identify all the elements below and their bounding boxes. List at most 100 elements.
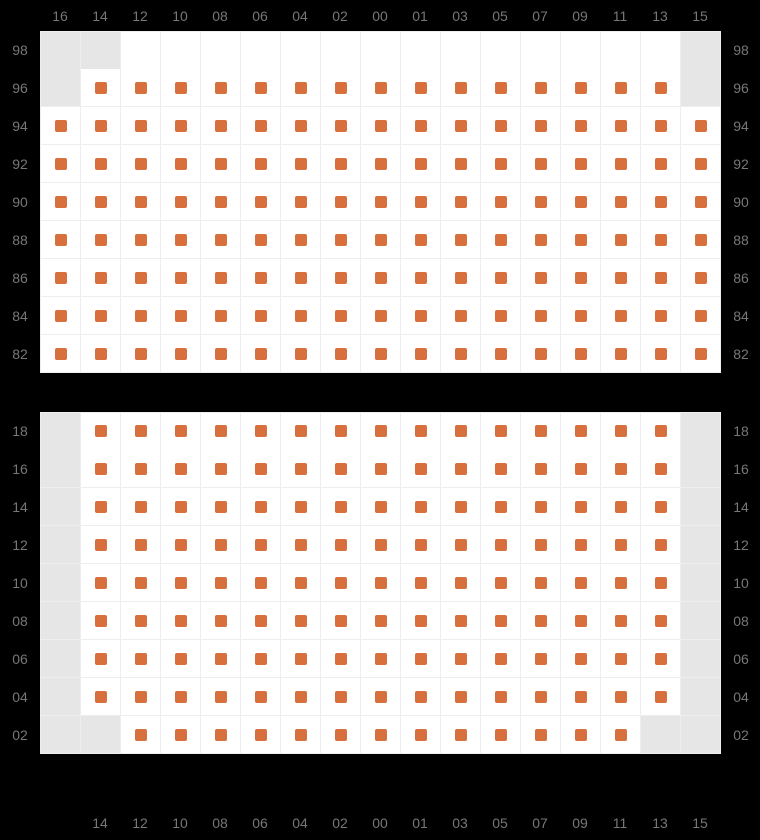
seat-cell[interactable]	[401, 69, 441, 107]
seat-cell[interactable]	[441, 526, 481, 564]
seat-cell[interactable]	[481, 412, 521, 451]
seat-cell[interactable]	[241, 69, 281, 107]
seat-cell[interactable]	[361, 450, 401, 488]
seat-cell[interactable]	[401, 450, 441, 488]
seat-cell[interactable]	[121, 297, 161, 335]
seat-cell[interactable]	[161, 678, 201, 716]
seat-cell[interactable]	[481, 450, 521, 488]
seat-cell[interactable]	[361, 297, 401, 335]
seat-cell[interactable]	[241, 488, 281, 526]
seat-cell[interactable]	[401, 221, 441, 259]
seat-cell[interactable]	[561, 335, 601, 373]
seat-cell[interactable]	[40, 259, 81, 297]
seat-cell[interactable]	[441, 678, 481, 716]
seat-cell[interactable]	[281, 145, 321, 183]
seat-cell[interactable]	[321, 526, 361, 564]
seat-cell[interactable]	[441, 412, 481, 451]
seat-cell[interactable]	[401, 526, 441, 564]
seat-cell[interactable]	[281, 183, 321, 221]
seat-cell[interactable]	[281, 297, 321, 335]
seat-cell[interactable]	[121, 564, 161, 602]
seat-cell[interactable]	[321, 602, 361, 640]
seat-cell[interactable]	[121, 221, 161, 259]
seat-cell[interactable]	[601, 602, 641, 640]
seat-cell[interactable]	[201, 183, 241, 221]
seat-cell[interactable]	[601, 412, 641, 451]
seat-cell[interactable]	[601, 526, 641, 564]
seat-cell[interactable]	[481, 488, 521, 526]
seat-cell[interactable]	[641, 107, 681, 145]
seat-cell[interactable]	[401, 183, 441, 221]
seat-cell[interactable]	[681, 221, 721, 259]
seat-cell[interactable]	[521, 564, 561, 602]
seat-cell[interactable]	[361, 69, 401, 107]
seat-cell[interactable]	[81, 640, 121, 678]
seat-cell[interactable]	[361, 335, 401, 373]
seat-cell[interactable]	[521, 183, 561, 221]
seat-cell[interactable]	[201, 107, 241, 145]
seat-cell[interactable]	[361, 526, 401, 564]
seat-cell[interactable]	[81, 297, 121, 335]
seat-cell[interactable]	[321, 107, 361, 145]
seat-cell[interactable]	[40, 107, 81, 145]
seat-cell[interactable]	[401, 564, 441, 602]
seat-cell[interactable]	[641, 602, 681, 640]
seat-cell[interactable]	[241, 602, 281, 640]
seat-cell[interactable]	[81, 183, 121, 221]
seat-cell[interactable]	[681, 259, 721, 297]
seat-cell[interactable]	[401, 488, 441, 526]
seat-cell[interactable]	[401, 297, 441, 335]
seat-cell[interactable]	[441, 335, 481, 373]
seat-cell[interactable]	[241, 412, 281, 451]
seat-cell[interactable]	[241, 107, 281, 145]
seat-cell[interactable]	[401, 678, 441, 716]
seat-cell[interactable]	[601, 107, 641, 145]
seat-cell[interactable]	[121, 183, 161, 221]
seat-cell[interactable]	[161, 564, 201, 602]
seat-cell[interactable]	[681, 335, 721, 373]
seat-cell[interactable]	[321, 335, 361, 373]
seat-cell[interactable]	[161, 221, 201, 259]
seat-cell[interactable]	[281, 259, 321, 297]
seat-cell[interactable]	[121, 335, 161, 373]
seat-cell[interactable]	[361, 221, 401, 259]
seat-cell[interactable]	[121, 678, 161, 716]
seat-cell[interactable]	[561, 107, 601, 145]
seat-cell[interactable]	[521, 640, 561, 678]
seat-cell[interactable]	[561, 602, 601, 640]
seat-cell[interactable]	[401, 640, 441, 678]
seat-cell[interactable]	[681, 297, 721, 335]
seat-cell[interactable]	[121, 412, 161, 451]
seat-cell[interactable]	[81, 412, 121, 451]
seat-cell[interactable]	[321, 297, 361, 335]
seat-cell[interactable]	[361, 488, 401, 526]
seat-cell[interactable]	[561, 221, 601, 259]
seat-cell[interactable]	[401, 716, 441, 754]
seat-cell[interactable]	[521, 526, 561, 564]
seat-cell[interactable]	[40, 183, 81, 221]
seat-cell[interactable]	[601, 640, 641, 678]
seat-cell[interactable]	[401, 602, 441, 640]
seat-cell[interactable]	[521, 145, 561, 183]
seat-cell[interactable]	[241, 297, 281, 335]
seat-cell[interactable]	[361, 412, 401, 451]
seat-cell[interactable]	[161, 297, 201, 335]
seat-cell[interactable]	[241, 526, 281, 564]
seat-cell[interactable]	[521, 107, 561, 145]
seat-cell[interactable]	[481, 526, 521, 564]
seat-cell[interactable]	[561, 640, 601, 678]
seat-cell[interactable]	[441, 145, 481, 183]
seat-cell[interactable]	[361, 564, 401, 602]
seat-cell[interactable]	[601, 297, 641, 335]
seat-cell[interactable]	[161, 640, 201, 678]
seat-cell[interactable]	[321, 412, 361, 451]
seat-cell[interactable]	[441, 488, 481, 526]
seat-cell[interactable]	[521, 678, 561, 716]
seat-cell[interactable]	[641, 145, 681, 183]
seat-cell[interactable]	[241, 335, 281, 373]
seat-cell[interactable]	[281, 412, 321, 451]
seat-cell[interactable]	[201, 602, 241, 640]
seat-cell[interactable]	[561, 526, 601, 564]
seat-cell[interactable]	[281, 221, 321, 259]
seat-cell[interactable]	[481, 564, 521, 602]
